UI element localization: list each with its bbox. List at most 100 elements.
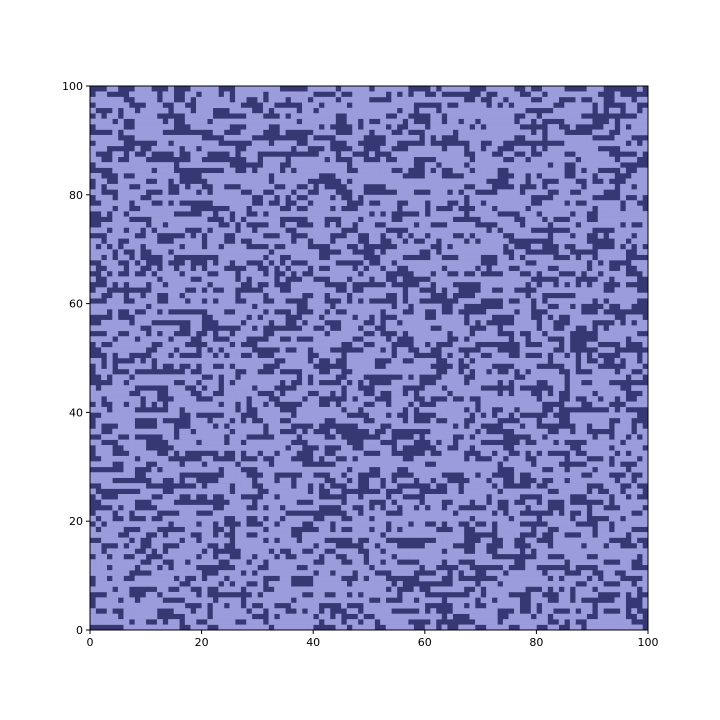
heatmap-cell bbox=[101, 537, 124, 544]
heatmap-cell bbox=[129, 368, 135, 375]
heatmap-cell bbox=[140, 390, 147, 397]
heatmap-cell bbox=[251, 270, 264, 277]
heatmap-cell bbox=[519, 363, 532, 370]
heatmap-cell bbox=[475, 374, 515, 381]
heatmap-cell bbox=[352, 145, 364, 152]
heatmap-cell bbox=[435, 537, 442, 544]
heatmap-cell bbox=[575, 216, 587, 223]
heatmap-cell bbox=[558, 591, 571, 598]
heatmap-cell bbox=[329, 309, 336, 315]
heatmap-cell bbox=[603, 140, 626, 147]
heatmap-cell bbox=[106, 515, 113, 522]
heatmap-cell bbox=[313, 412, 347, 419]
heatmap-cell bbox=[162, 211, 174, 217]
heatmap-cell bbox=[341, 107, 347, 114]
heatmap-cell bbox=[558, 222, 576, 228]
heatmap-cell bbox=[106, 325, 113, 332]
heatmap-cell bbox=[564, 510, 571, 517]
heatmap-cell bbox=[497, 281, 504, 288]
heatmap-cell bbox=[402, 134, 409, 141]
heatmap-cell bbox=[223, 466, 236, 473]
heatmap-cell bbox=[642, 510, 649, 517]
heatmap-cell bbox=[642, 222, 649, 228]
heatmap-cell bbox=[636, 477, 649, 484]
heatmap-cell bbox=[586, 287, 599, 294]
heatmap-cell bbox=[480, 287, 493, 294]
heatmap-cell bbox=[168, 466, 174, 473]
heatmap-cell bbox=[196, 575, 202, 582]
heatmap-cell bbox=[603, 265, 610, 272]
heatmap-cell bbox=[190, 619, 197, 625]
heatmap-cell bbox=[508, 205, 526, 212]
heatmap-cell bbox=[229, 434, 241, 440]
heatmap-cell bbox=[458, 564, 470, 571]
heatmap-cell bbox=[173, 406, 180, 413]
heatmap-cell bbox=[106, 276, 119, 283]
heatmap-cell bbox=[290, 194, 297, 201]
heatmap-cell bbox=[636, 504, 643, 511]
heatmap-cell bbox=[491, 602, 515, 609]
heatmap-cell bbox=[274, 86, 281, 92]
heatmap-cell bbox=[279, 597, 286, 604]
heatmap-cell bbox=[586, 243, 593, 250]
heatmap-cell bbox=[329, 243, 347, 250]
heatmap-cell bbox=[235, 352, 241, 359]
heatmap-cell bbox=[346, 281, 353, 288]
heatmap-cell bbox=[229, 477, 236, 484]
heatmap-cell bbox=[547, 254, 554, 261]
heatmap-cell bbox=[514, 521, 520, 527]
heatmap-cell bbox=[480, 167, 498, 174]
heatmap-cell bbox=[475, 270, 481, 277]
heatmap-cell bbox=[603, 156, 615, 163]
heatmap-cell bbox=[201, 151, 208, 158]
heatmap-cell bbox=[140, 205, 163, 212]
heatmap-cell bbox=[441, 347, 459, 353]
heatmap-cell bbox=[129, 564, 135, 571]
heatmap-cell bbox=[569, 450, 576, 457]
heatmap-cell bbox=[369, 227, 381, 234]
heatmap-cell bbox=[502, 401, 515, 408]
heatmap-cell bbox=[285, 532, 292, 538]
heatmap-cell bbox=[134, 298, 141, 304]
heatmap-cell bbox=[424, 499, 437, 506]
heatmap-cell bbox=[134, 200, 152, 206]
heatmap-cell bbox=[441, 232, 448, 239]
heatmap-cell bbox=[586, 450, 593, 457]
heatmap-cell bbox=[357, 107, 370, 114]
heatmap-cell bbox=[430, 385, 442, 391]
heatmap-cell bbox=[156, 363, 163, 370]
heatmap-cell bbox=[251, 537, 264, 544]
heatmap-cell bbox=[385, 205, 398, 212]
heatmap-cell bbox=[408, 292, 414, 299]
heatmap-cell bbox=[525, 390, 532, 397]
heatmap-cell bbox=[318, 205, 331, 212]
heatmap-cell bbox=[313, 238, 325, 245]
heatmap-cell bbox=[369, 428, 375, 435]
heatmap-cell bbox=[541, 222, 548, 228]
heatmap-cell bbox=[452, 352, 465, 359]
heatmap-cell bbox=[480, 129, 487, 136]
heatmap-cell bbox=[352, 232, 359, 239]
heatmap-cell bbox=[235, 477, 241, 484]
heatmap-cell bbox=[636, 396, 649, 402]
heatmap-cell bbox=[173, 559, 186, 566]
heatmap-cell bbox=[95, 445, 108, 451]
heatmap-cell bbox=[497, 548, 509, 555]
heatmap-cell bbox=[380, 270, 387, 277]
heatmap-cell bbox=[106, 483, 119, 489]
heatmap-cell bbox=[558, 434, 565, 440]
heatmap-cell bbox=[196, 385, 202, 391]
heatmap-cell bbox=[536, 260, 543, 266]
heatmap-cell bbox=[190, 243, 202, 250]
heatmap-cell bbox=[458, 113, 476, 119]
heatmap-cell bbox=[251, 189, 264, 196]
heatmap-cell bbox=[90, 608, 96, 614]
heatmap-cell bbox=[558, 445, 571, 451]
x-tick-label: 40 bbox=[306, 636, 320, 649]
heatmap-cell bbox=[251, 113, 258, 119]
heatmap-cell bbox=[508, 499, 515, 506]
heatmap-cell bbox=[564, 325, 576, 332]
heatmap-cell bbox=[597, 461, 604, 468]
heatmap-cell bbox=[318, 309, 325, 315]
heatmap-cell bbox=[140, 488, 163, 495]
